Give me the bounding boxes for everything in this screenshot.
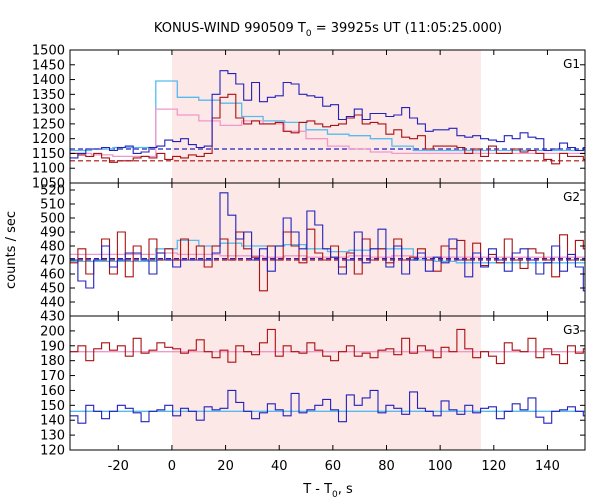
y-tick-label: 450 (40, 282, 65, 297)
panel-label-g3: G3 (563, 323, 580, 337)
y-tick-label: 1050 (32, 177, 65, 192)
x-tick-label: 0 (168, 459, 176, 474)
y-tick-label: 1250 (32, 117, 65, 132)
y-tick-label: 120 (40, 444, 65, 459)
y-tick-label: 160 (40, 384, 65, 399)
y-tick-label: 150 (40, 399, 65, 414)
title-subscript: 0 (306, 29, 312, 39)
y-tick-label: 190 (40, 339, 65, 354)
y-tick-label: 520 (40, 184, 65, 199)
series-line-g3-0 (70, 389, 585, 424)
series-line-g2-0 (70, 192, 585, 292)
x-tick-label: 20 (217, 459, 234, 474)
x-tick-label: -20 (108, 459, 129, 474)
y-tick-label: 1300 (32, 103, 65, 118)
y-tick-label: 470 (40, 254, 65, 269)
y-tick-label: 200 (40, 324, 65, 339)
y-tick-label: 440 (40, 296, 65, 311)
y-tick-label: 180 (40, 354, 65, 369)
y-tick-label: 130 (40, 429, 65, 444)
y-tick-label: 1100 (32, 162, 65, 177)
y-axis-label: counts / sec (4, 211, 19, 289)
y-tick-label: 1400 (32, 73, 65, 88)
x-axis-label: T - T0, s (302, 482, 353, 500)
x-tick-label: 120 (481, 459, 506, 474)
series-line-g2-2 (70, 239, 585, 264)
x-tick-label: 80 (378, 459, 395, 474)
y-tick-label: 140 (40, 414, 65, 429)
panel-label-g1: G1 (563, 57, 580, 71)
y-tick-label: 170 (40, 369, 65, 384)
panel-label-g2: G2 (563, 190, 580, 204)
y-tick-label: 1450 (32, 58, 65, 73)
y-tick-label: 510 (40, 198, 65, 213)
x-tick-label: 100 (428, 459, 453, 474)
y-tick-label: 1200 (32, 132, 65, 147)
y-tick-label: 1500 (32, 44, 65, 59)
xlabel-subscript: 0 (332, 490, 338, 500)
panel-frame-g3 (69, 315, 586, 451)
series-line-g1-0 (70, 70, 585, 159)
y-tick-label: 430 (40, 310, 65, 325)
chart-title: KONUS-WIND 990509 T0 = 39925s UT (11:05:… (154, 21, 502, 39)
x-tick-label: 40 (271, 459, 288, 474)
y-tick-label: 1150 (32, 147, 65, 162)
series-line-g1-1 (70, 93, 585, 165)
y-tick-label: 1350 (32, 88, 65, 103)
series-line-g2-3 (70, 252, 585, 258)
y-tick-label: 500 (40, 212, 65, 227)
series-line-g3-1 (70, 328, 585, 365)
y-tick-label: 480 (40, 240, 65, 255)
y-tick-label: 490 (40, 226, 65, 241)
y-tick-label: 460 (40, 268, 65, 283)
burst-interval-highlight (171, 50, 481, 450)
x-tick-label: 140 (535, 459, 560, 474)
plot-area: 1050110011501200125013001350140014501500… (32, 44, 586, 474)
x-tick-label: 60 (325, 459, 342, 474)
